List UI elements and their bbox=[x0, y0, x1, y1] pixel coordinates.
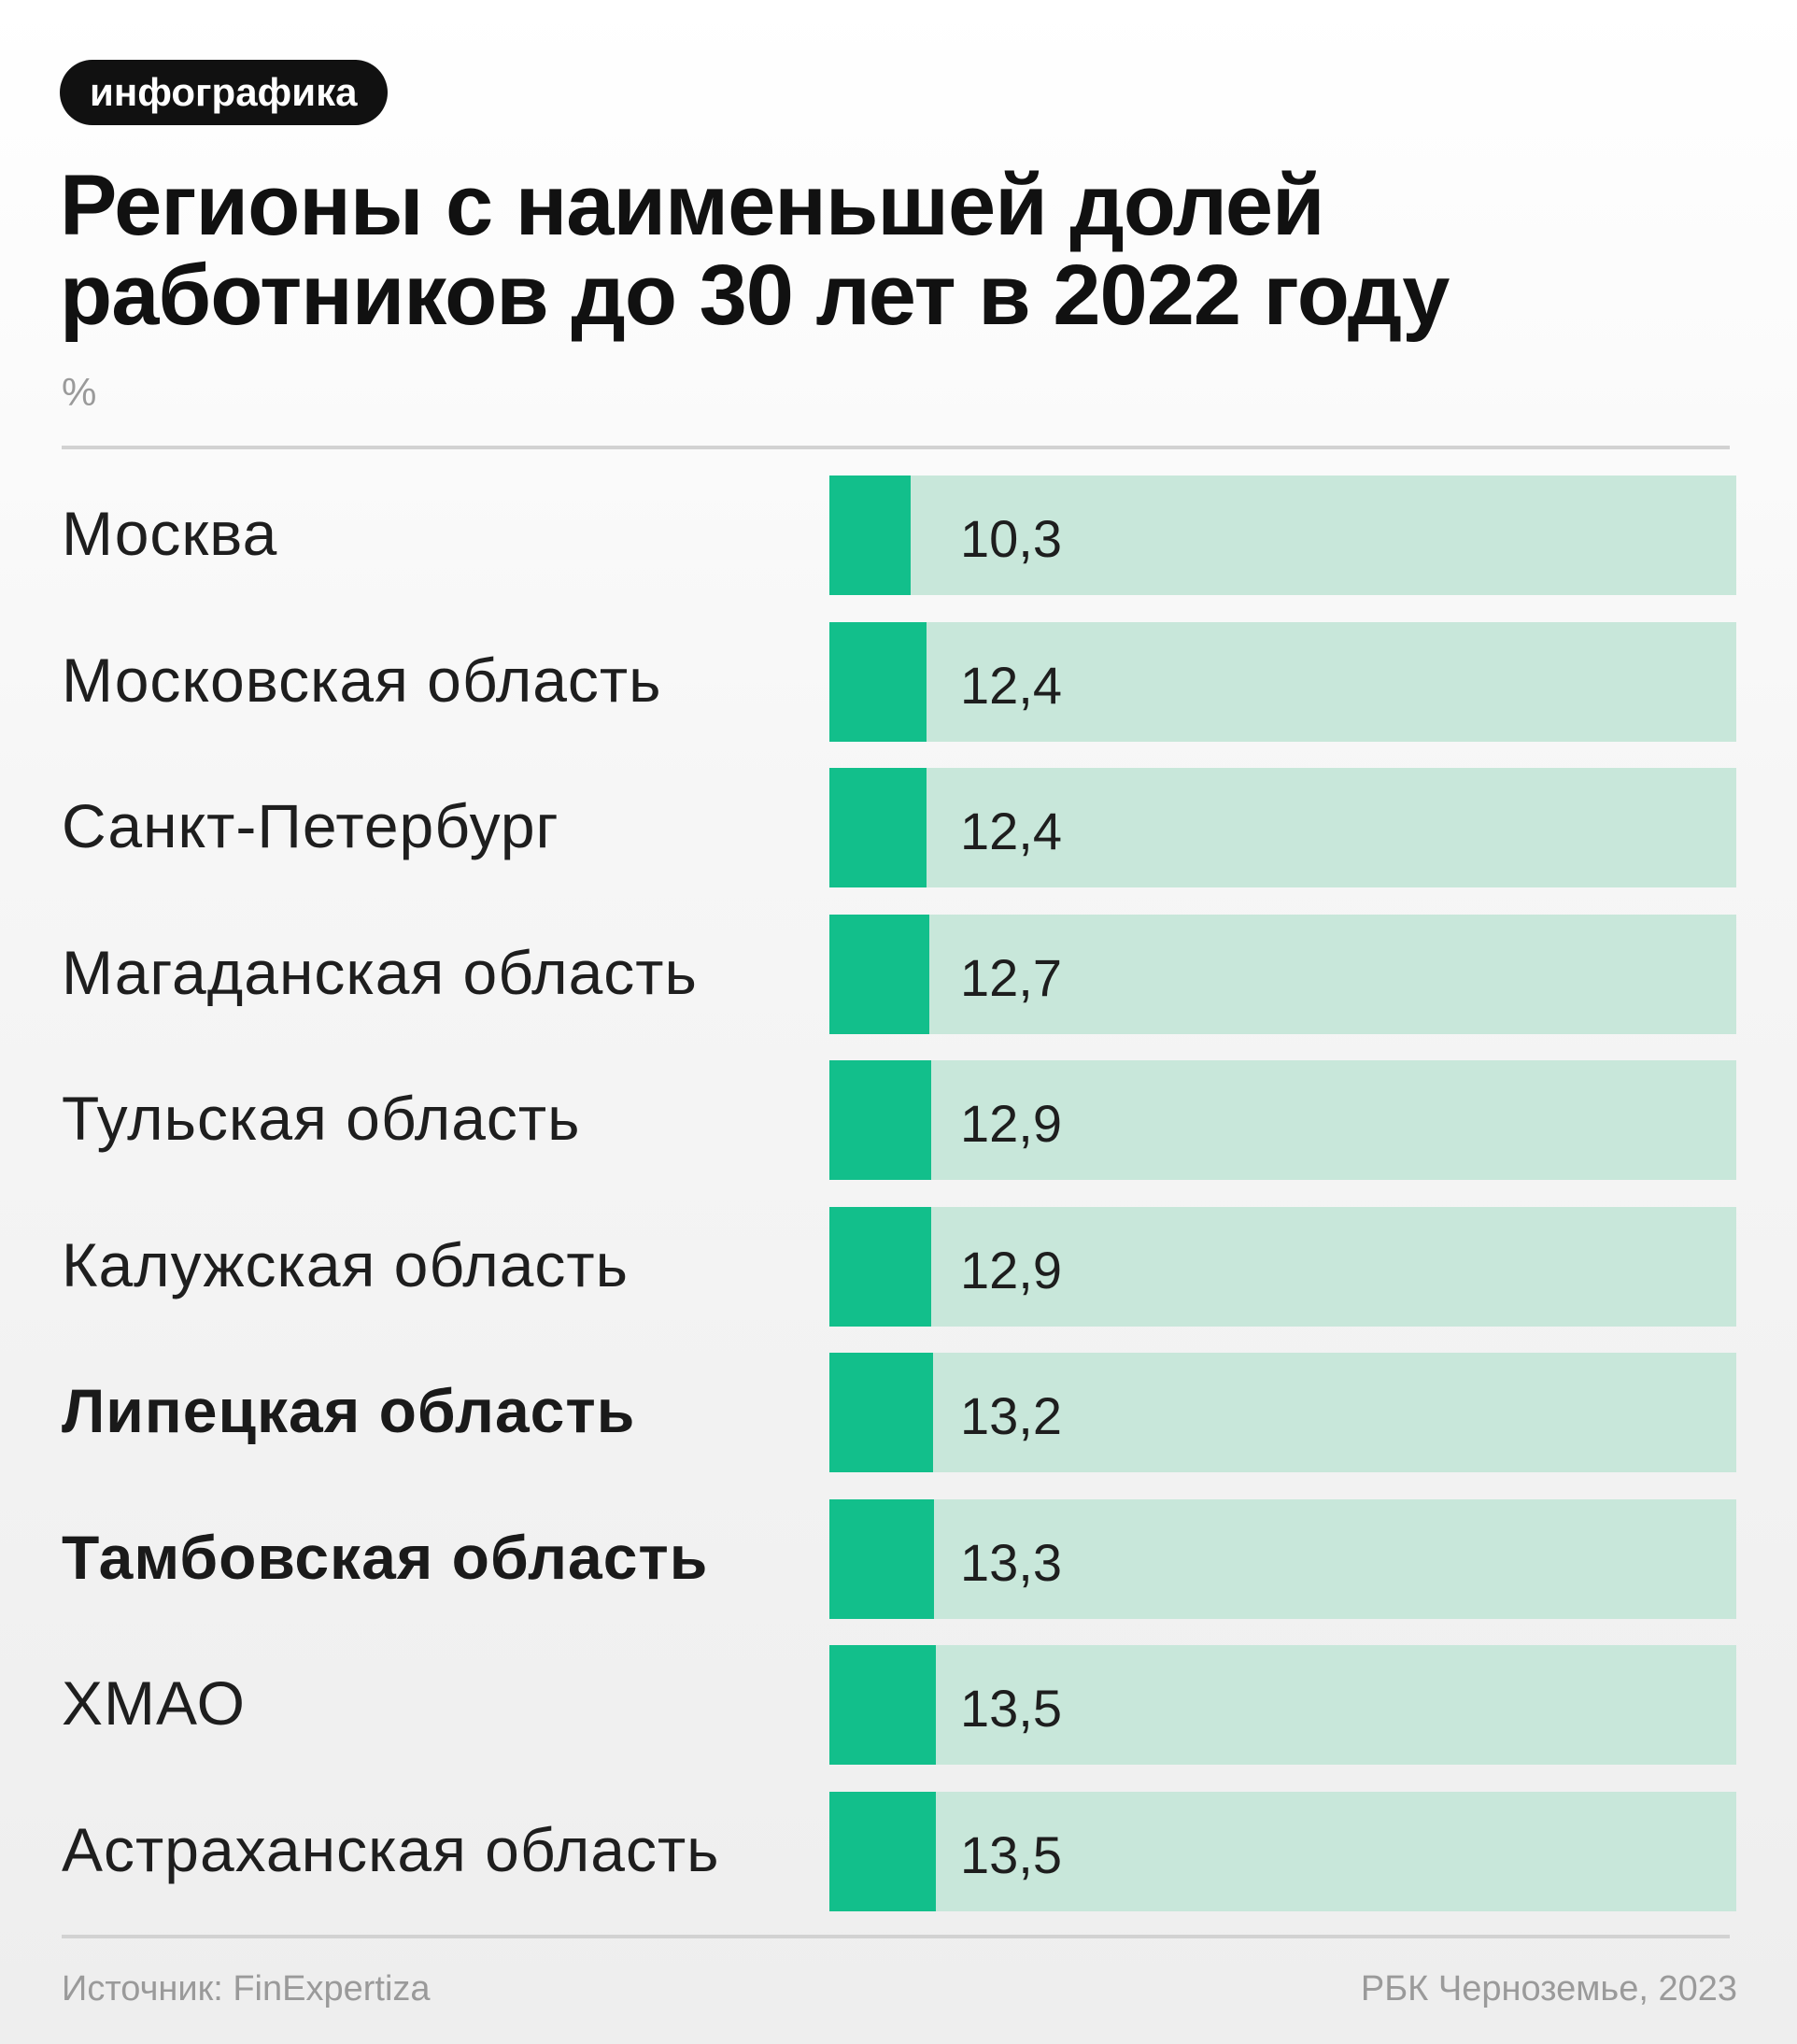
category-label: ХМАО bbox=[62, 1668, 246, 1738]
data-label: 13,2 bbox=[960, 1386, 1062, 1445]
data-label: 12,4 bbox=[960, 656, 1062, 715]
category-label: Тульская область bbox=[62, 1084, 581, 1153]
bottom-divider bbox=[62, 1935, 1730, 1938]
bar bbox=[829, 1353, 933, 1472]
bar bbox=[829, 915, 929, 1034]
bar-track bbox=[829, 915, 1736, 1034]
bar-track bbox=[829, 476, 1736, 595]
bar bbox=[829, 1645, 936, 1765]
category-label: Санкт-Петербург bbox=[62, 791, 559, 860]
category-label: Тамбовская область bbox=[62, 1523, 709, 1592]
bar bbox=[829, 476, 911, 595]
bar bbox=[829, 622, 927, 742]
category-label: Калужская область bbox=[62, 1230, 630, 1299]
data-label: 10,3 bbox=[960, 509, 1062, 568]
category-label: Магаданская область bbox=[62, 938, 698, 1007]
data-label: 13,3 bbox=[960, 1533, 1062, 1592]
chart-title: Регионы с наименьшей долей работников до… bbox=[60, 158, 1450, 343]
category-label: Астраханская область bbox=[62, 1815, 720, 1884]
data-label: 13,5 bbox=[960, 1825, 1062, 1884]
data-label: 12,4 bbox=[960, 802, 1062, 860]
bar-track bbox=[829, 1792, 1736, 1911]
bar bbox=[829, 1207, 931, 1327]
bar-track bbox=[829, 622, 1736, 742]
bar bbox=[829, 768, 927, 887]
data-label: 12,9 bbox=[960, 1094, 1062, 1153]
source-note: Источник: FinExpertiza bbox=[62, 1969, 431, 2009]
bar bbox=[829, 1499, 934, 1619]
credit-note: РБК Черноземье, 2023 bbox=[1360, 1969, 1737, 2009]
bar-track bbox=[829, 1499, 1736, 1619]
bar-track bbox=[829, 1060, 1736, 1180]
category-badge: инфографика bbox=[60, 60, 388, 125]
data-label: 13,5 bbox=[960, 1679, 1062, 1738]
bar bbox=[829, 1792, 936, 1911]
bar bbox=[829, 1060, 931, 1180]
category-label: Московская область bbox=[62, 646, 662, 715]
unit-label: % bbox=[62, 370, 97, 414]
bar-track bbox=[829, 1207, 1736, 1327]
category-label: Москва bbox=[62, 499, 278, 568]
data-label: 12,9 bbox=[960, 1241, 1062, 1299]
category-label: Липецкая область bbox=[62, 1376, 636, 1445]
data-label: 12,7 bbox=[960, 948, 1062, 1007]
bar-track bbox=[829, 768, 1736, 887]
bar-track bbox=[829, 1353, 1736, 1472]
bar-track bbox=[829, 1645, 1736, 1765]
top-divider bbox=[62, 446, 1730, 449]
